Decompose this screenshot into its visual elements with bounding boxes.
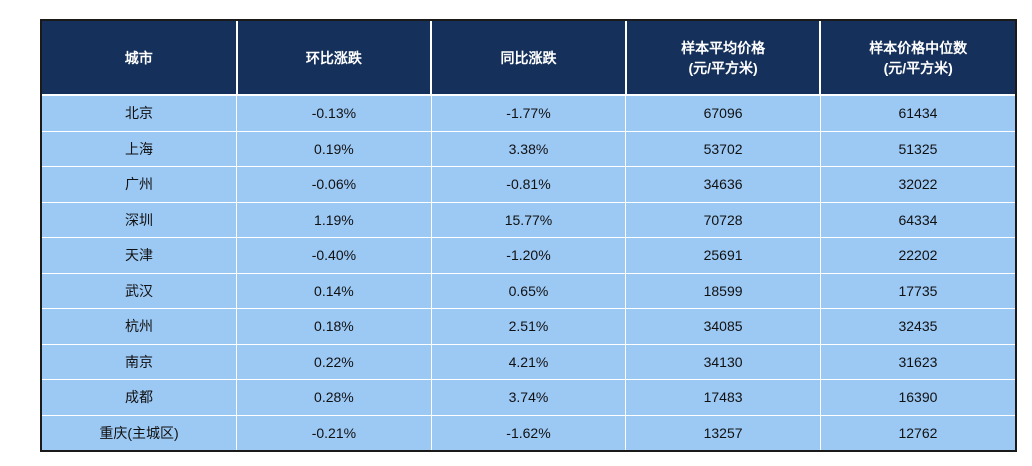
cell-mom-change: 0.28% [236, 379, 432, 416]
cell-avg-price: 67096 [625, 94, 821, 132]
col-header-label: 样本平均价格 [681, 39, 766, 56]
cell-median-price: 17735 [819, 272, 1015, 310]
cell-median-price: 61434 [819, 94, 1015, 132]
cell-mom-change: -0.13% [236, 94, 432, 132]
col-header-mom-change: 环比涨跌 [235, 21, 433, 96]
cell-avg-price: 70728 [625, 201, 821, 239]
cell-city: 成都 [42, 379, 238, 416]
cell-median-price: 12762 [819, 414, 1015, 450]
table-header-row: 城市 环比涨跌 同比涨跌 样本平均价格 (元/平方米) 样本价格中位数 (元/平… [42, 21, 1015, 96]
cell-avg-price: 34085 [625, 308, 821, 345]
col-header-median-price: 样本价格中位数 (元/平方米) [819, 21, 1015, 96]
cell-mom-change: 0.19% [236, 130, 432, 168]
cell-mom-change: 0.22% [236, 343, 432, 381]
col-header-yoy-change: 同比涨跌 [430, 21, 627, 96]
cell-yoy-change: 0.65% [430, 272, 627, 310]
col-header-unit: (元/平方米) [883, 59, 953, 76]
col-header-avg-price: 样本平均价格 (元/平方米) [624, 21, 822, 96]
cell-yoy-change: -1.62% [430, 414, 627, 450]
cell-city: 杭州 [42, 308, 238, 345]
table-row: 武汉 0.14% 0.65% 18599 17735 [42, 272, 1015, 310]
cell-yoy-change: 15.77% [430, 201, 627, 239]
cell-median-price: 64334 [819, 201, 1015, 239]
cell-city: 天津 [42, 237, 238, 274]
cell-city: 武汉 [42, 272, 238, 310]
table-row: 上海 0.19% 3.38% 53702 51325 [42, 130, 1015, 168]
cell-city: 南京 [42, 343, 238, 381]
cell-avg-price: 34636 [625, 166, 821, 203]
col-header-label: 环比涨跌 [305, 49, 362, 66]
cell-avg-price: 25691 [625, 237, 821, 274]
table-row: 天津 -0.40% -1.20% 25691 22202 [42, 237, 1015, 274]
cell-mom-change: -0.40% [236, 237, 432, 274]
cell-avg-price: 18599 [625, 272, 821, 310]
col-header-label: 样本价格中位数 [869, 39, 968, 56]
cell-yoy-change: -1.77% [430, 94, 627, 132]
table-row: 北京 -0.13% -1.77% 67096 61434 [42, 94, 1015, 132]
cell-yoy-change: -1.20% [430, 237, 627, 274]
cell-median-price: 31623 [819, 343, 1015, 381]
cell-city: 重庆(主城区) [42, 414, 238, 450]
cell-yoy-change: 3.38% [430, 130, 627, 168]
cell-city: 上海 [42, 130, 238, 168]
table-row: 广州 -0.06% -0.81% 34636 32022 [42, 166, 1015, 203]
cell-yoy-change: 2.51% [430, 308, 627, 345]
cell-yoy-change: 3.74% [430, 379, 627, 416]
cell-avg-price: 34130 [625, 343, 821, 381]
price-table-frame: 城市 环比涨跌 同比涨跌 样本平均价格 (元/平方米) 样本价格中位数 (元/平… [40, 19, 1017, 452]
cell-city: 深圳 [42, 201, 238, 239]
cell-avg-price: 13257 [625, 414, 821, 450]
cell-mom-change: 0.18% [236, 308, 432, 345]
table-row: 深圳 1.19% 15.77% 70728 64334 [42, 201, 1015, 239]
table-row: 重庆(主城区) -0.21% -1.62% 13257 12762 [42, 414, 1015, 450]
col-header-label: 同比涨跌 [500, 49, 557, 66]
cell-mom-change: 1.19% [236, 201, 432, 239]
cell-median-price: 16390 [819, 379, 1015, 416]
table-row: 杭州 0.18% 2.51% 34085 32435 [42, 308, 1015, 345]
table-row: 南京 0.22% 4.21% 34130 31623 [42, 343, 1015, 381]
cell-avg-price: 17483 [625, 379, 821, 416]
cell-mom-change: -0.06% [236, 166, 432, 203]
table-body: 北京 -0.13% -1.77% 67096 61434 上海 0.19% 3.38% 5370… [42, 94, 1015, 450]
cell-yoy-change: 4.21% [430, 343, 627, 381]
col-header-unit: (元/平方米) [688, 59, 758, 76]
col-header-city: 城市 [42, 21, 238, 96]
cell-mom-change: 0.14% [236, 272, 432, 310]
cell-city: 广州 [42, 166, 238, 203]
cell-median-price: 22202 [819, 237, 1015, 274]
city-price-table: 城市 环比涨跌 同比涨跌 样本平均价格 (元/平方米) 样本价格中位数 (元/平… [42, 21, 1015, 450]
table-row: 成都 0.28% 3.74% 17483 16390 [42, 379, 1015, 416]
cell-median-price: 32435 [819, 308, 1015, 345]
cell-yoy-change: -0.81% [430, 166, 627, 203]
cell-median-price: 32022 [819, 166, 1015, 203]
col-header-label: 城市 [124, 49, 153, 66]
cell-median-price: 51325 [819, 130, 1015, 168]
cell-city: 北京 [42, 94, 238, 132]
cell-avg-price: 53702 [625, 130, 821, 168]
cell-mom-change: -0.21% [236, 414, 432, 450]
